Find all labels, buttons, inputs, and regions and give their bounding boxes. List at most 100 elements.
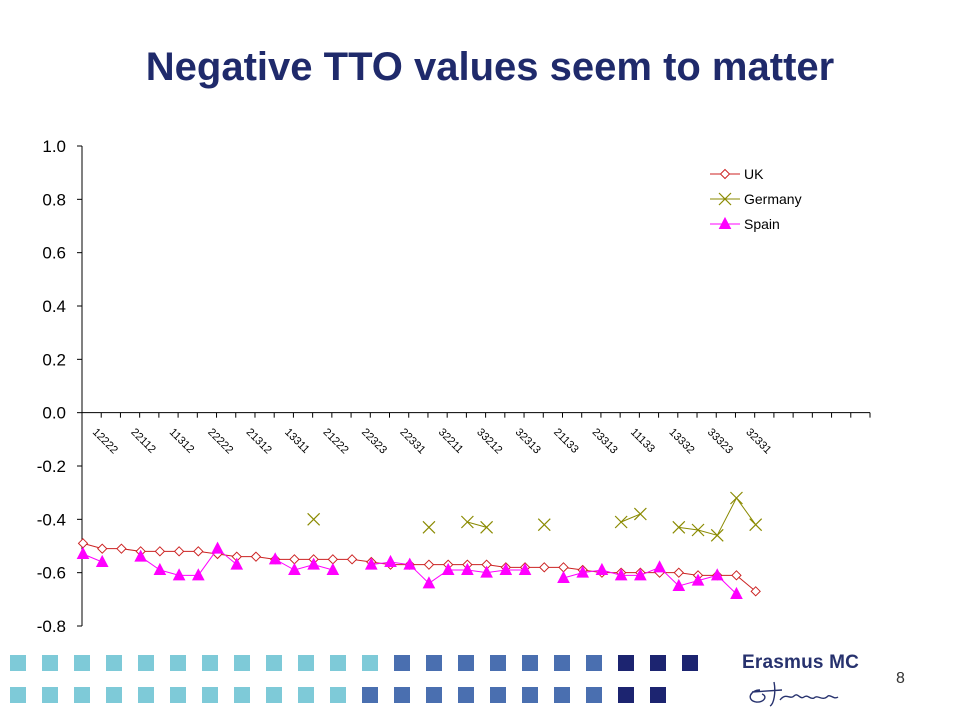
spain-point bbox=[691, 573, 705, 586]
logo-text: Erasmus MC bbox=[742, 652, 860, 673]
germany-point bbox=[307, 512, 321, 526]
germany-point bbox=[480, 520, 494, 534]
y-tick-label: 1.0 bbox=[42, 137, 66, 156]
spain-point bbox=[403, 557, 417, 570]
x-tick-label: 33323 bbox=[705, 426, 735, 456]
x-tick-label: 22331 bbox=[397, 426, 427, 456]
x-tick-label: 11312 bbox=[167, 426, 197, 456]
uk-point bbox=[750, 586, 761, 597]
uk-point bbox=[250, 551, 262, 562]
spain-line bbox=[563, 566, 737, 595]
spain-point bbox=[634, 568, 647, 581]
series-spain bbox=[76, 541, 743, 599]
germany-point bbox=[672, 520, 686, 534]
x-marker-stroke bbox=[307, 512, 321, 526]
uk-point bbox=[173, 546, 185, 557]
page-number: 8 bbox=[896, 670, 905, 687]
x-tick-label: 11133 bbox=[628, 426, 657, 455]
uk-point bbox=[97, 543, 108, 554]
uk-point bbox=[346, 554, 358, 565]
x-marker-stroke bbox=[749, 518, 763, 532]
spain-point bbox=[672, 578, 686, 591]
spain-point bbox=[230, 557, 244, 570]
spain-point bbox=[288, 562, 301, 575]
spain-point bbox=[153, 562, 167, 575]
legend-label: Spain bbox=[744, 216, 780, 232]
y-tick-label: 0.4 bbox=[42, 297, 66, 316]
x-marker-stroke bbox=[718, 192, 732, 206]
uk-point bbox=[673, 567, 685, 578]
x-marker-stroke bbox=[460, 515, 474, 529]
spain-point bbox=[211, 541, 224, 554]
uk-point bbox=[539, 562, 550, 573]
spain-point bbox=[653, 560, 666, 573]
y-tick-label: 0.8 bbox=[42, 190, 66, 209]
x-marker-stroke bbox=[614, 515, 628, 529]
legend-label: Germany bbox=[744, 191, 802, 207]
uk-point bbox=[558, 562, 569, 573]
spain-point bbox=[730, 586, 743, 599]
x-marker-stroke bbox=[672, 520, 686, 534]
spain-point bbox=[614, 568, 628, 581]
x-marker-stroke bbox=[730, 491, 743, 505]
spain-point bbox=[191, 568, 205, 581]
uk-point bbox=[327, 554, 339, 565]
germany-point bbox=[691, 523, 705, 537]
x-tick-labels: 12222 22112 11312 22222 21312 13311 21222 22323… bbox=[90, 426, 774, 456]
x-tick-label: 23313 bbox=[590, 426, 620, 456]
chart-legend: UK Germany Spain bbox=[710, 166, 802, 232]
uk-line bbox=[82, 542, 757, 592]
spain-point bbox=[307, 557, 320, 570]
legend-item-germany: Germany bbox=[710, 191, 802, 207]
x-tick-label: 22323 bbox=[359, 426, 389, 456]
x-tick-label: 13332 bbox=[666, 426, 696, 456]
x-tick-label: 32331 bbox=[743, 426, 773, 456]
uk-point bbox=[77, 538, 89, 549]
y-tick-label: 0.6 bbox=[42, 244, 66, 263]
x-marker-stroke bbox=[710, 528, 724, 542]
slide-title: Negative TTO values seem to matter bbox=[145, 45, 835, 89]
spain-point bbox=[364, 557, 378, 570]
x-tick-label: 22112 bbox=[128, 426, 158, 456]
spain-point bbox=[595, 562, 609, 575]
uk-point bbox=[289, 554, 300, 565]
erasmus-mc-logo: Erasmus MC bbox=[742, 652, 862, 710]
germany-point bbox=[633, 507, 647, 521]
y-tick-label: 0.2 bbox=[42, 350, 66, 369]
spain-point bbox=[557, 570, 570, 583]
uk-point bbox=[154, 546, 166, 557]
x-marker-stroke bbox=[537, 518, 551, 532]
x-marker-stroke bbox=[422, 520, 436, 534]
spain-point bbox=[268, 552, 282, 565]
germany-line bbox=[467, 521, 487, 528]
x-tick-label: 32211 bbox=[436, 426, 466, 456]
germany-point bbox=[730, 491, 743, 505]
germany-point bbox=[710, 528, 724, 542]
spain-point bbox=[384, 554, 397, 567]
legend-label: UK bbox=[744, 166, 764, 182]
germany-point bbox=[422, 520, 436, 534]
uk-point bbox=[116, 543, 127, 554]
y-tick-label: -0.4 bbox=[37, 510, 66, 529]
uk-point bbox=[731, 570, 742, 581]
x-marker-stroke bbox=[691, 523, 705, 537]
uk-point bbox=[193, 546, 204, 557]
legend-item-spain: Spain bbox=[710, 216, 780, 232]
germany-line bbox=[620, 513, 641, 523]
spain-point bbox=[76, 546, 90, 559]
legend-marker bbox=[718, 192, 732, 206]
germany-point bbox=[537, 518, 551, 532]
y-tick-label: 0.0 bbox=[42, 404, 66, 423]
x-tick-label: 33212 bbox=[474, 426, 504, 456]
spain-line bbox=[274, 558, 333, 571]
legend-item-uk: UK bbox=[710, 166, 764, 182]
x-tick-label: 22222 bbox=[205, 426, 235, 456]
y-tick-label: -0.6 bbox=[37, 564, 66, 583]
germany-line bbox=[678, 497, 757, 536]
legend-marker bbox=[718, 216, 732, 229]
y-tick-labels: 1.0 0.8 0.6 0.4 0.2 0.0 -0.2 -0.4 -0.6 -0.8 bbox=[37, 137, 66, 636]
germany-point bbox=[614, 515, 628, 529]
spain-point bbox=[326, 562, 340, 575]
y-tick-label: -0.8 bbox=[37, 617, 66, 636]
x-marker-stroke bbox=[633, 507, 647, 521]
